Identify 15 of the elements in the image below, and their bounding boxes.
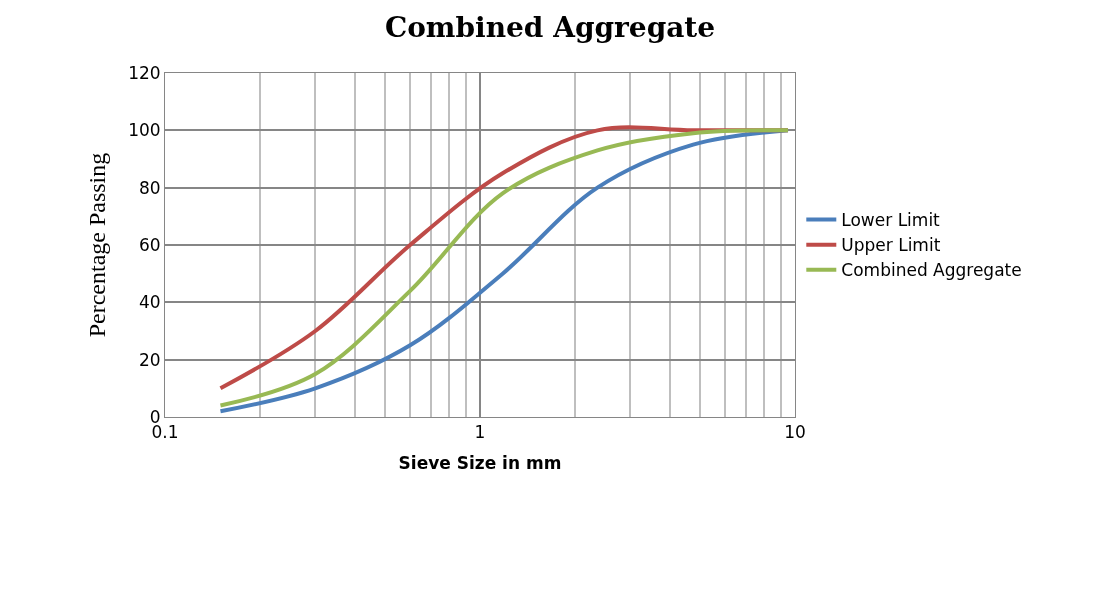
y-tick-label: 60 — [138, 234, 161, 255]
y-tick-label: 120 — [128, 62, 161, 83]
legend-label: Lower Limit — [841, 210, 941, 231]
y-tick-label: 80 — [138, 177, 161, 198]
x-tick-label: 1 — [474, 422, 486, 443]
y-tick-label: 100 — [128, 120, 161, 141]
y-tick-label: 20 — [138, 349, 161, 370]
legend-label: Upper Limit — [841, 235, 941, 256]
x-tick-label: 0.1 — [151, 422, 179, 443]
y-tick-label: 40 — [138, 292, 161, 313]
chart-title: Combined Aggregate — [384, 11, 716, 45]
legend-label: Combined Aggregate — [841, 260, 1022, 281]
x-axis-title: Sieve Size in mm — [398, 452, 562, 473]
x-tick-label: 10 — [784, 422, 806, 443]
y-axis-title: Percentage Passing — [84, 152, 111, 338]
